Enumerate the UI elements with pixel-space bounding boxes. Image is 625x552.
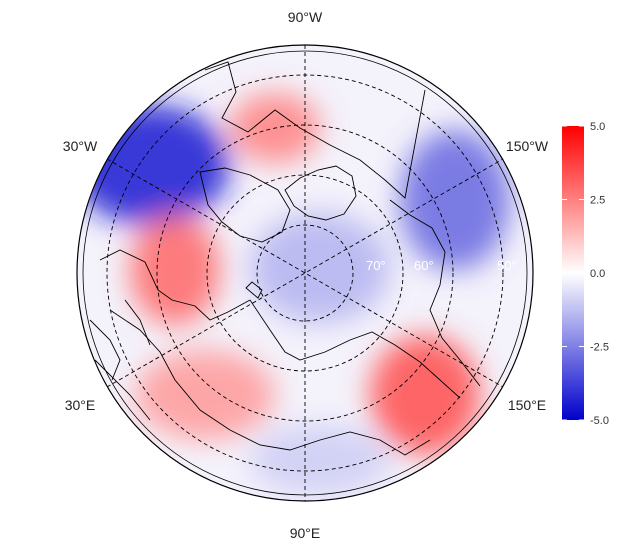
latitude-circle-50	[156, 124, 454, 422]
colorbar-ticks: 5.0 2.5 0.0 -2.5 -5.0	[562, 121, 609, 427]
lat-label-50: 50°	[497, 258, 517, 273]
map-border-outer	[76, 44, 534, 502]
latitude-circle-70	[256, 224, 354, 322]
lon-label-upper-left: 30°W	[63, 138, 98, 154]
anomaly-region-1	[400, 130, 510, 270]
novaya-zemlya-coastline	[245, 281, 263, 299]
colorbar: 5.0 2.5 0.0 -2.5 -5.0	[562, 121, 609, 427]
scandinavia-coastline	[99, 249, 251, 321]
lat-label-70: 70°	[366, 258, 386, 273]
lon-label-upper-right: 150°W	[506, 138, 549, 154]
coastlines	[89, 61, 481, 456]
colorbar-tick-label: -5.0	[590, 415, 609, 427]
lon-label-lower-right: 150°E	[508, 397, 546, 413]
alaska-coastline	[389, 199, 481, 387]
lat-label-60: 60°	[414, 258, 434, 273]
colorbar-tick-label: 5.0	[590, 121, 605, 133]
anomaly-region-5	[135, 350, 275, 440]
colorbar-tick-label: 2.5	[590, 195, 605, 207]
eurasia-interior-borders	[109, 309, 431, 456]
map-disk: 70° 60° 50°	[77, 45, 533, 501]
meridian-30w-150e	[106, 158, 504, 388]
graticule	[106, 45, 504, 501]
lon-label-lower-left: 30°E	[65, 397, 96, 413]
map-border-inner	[82, 50, 528, 496]
lon-label-top: 90°W	[288, 9, 323, 25]
siberia-coastline	[249, 299, 461, 399]
anomaly-region-6	[370, 335, 480, 455]
greenland-coastline	[199, 167, 291, 243]
colorbar-tick-label: -2.5	[590, 342, 609, 354]
north-america-coastline	[204, 61, 426, 199]
canadian-archipelago-coastline	[284, 165, 357, 221]
anomaly-region-4	[250, 213, 390, 323]
anomaly-region-0	[77, 105, 230, 225]
lon-label-bottom: 90°E	[290, 525, 321, 541]
anomaly-region-7	[250, 425, 390, 495]
europe-borders	[89, 299, 151, 421]
anomaly-region-3	[130, 215, 220, 325]
colorbar-tick-label: 0.0	[590, 268, 605, 280]
latitude-circle-60	[206, 174, 404, 372]
meridian-30e-150w	[106, 158, 504, 388]
colorbar-gradient	[562, 126, 584, 420]
anomaly-layer	[77, 93, 510, 495]
